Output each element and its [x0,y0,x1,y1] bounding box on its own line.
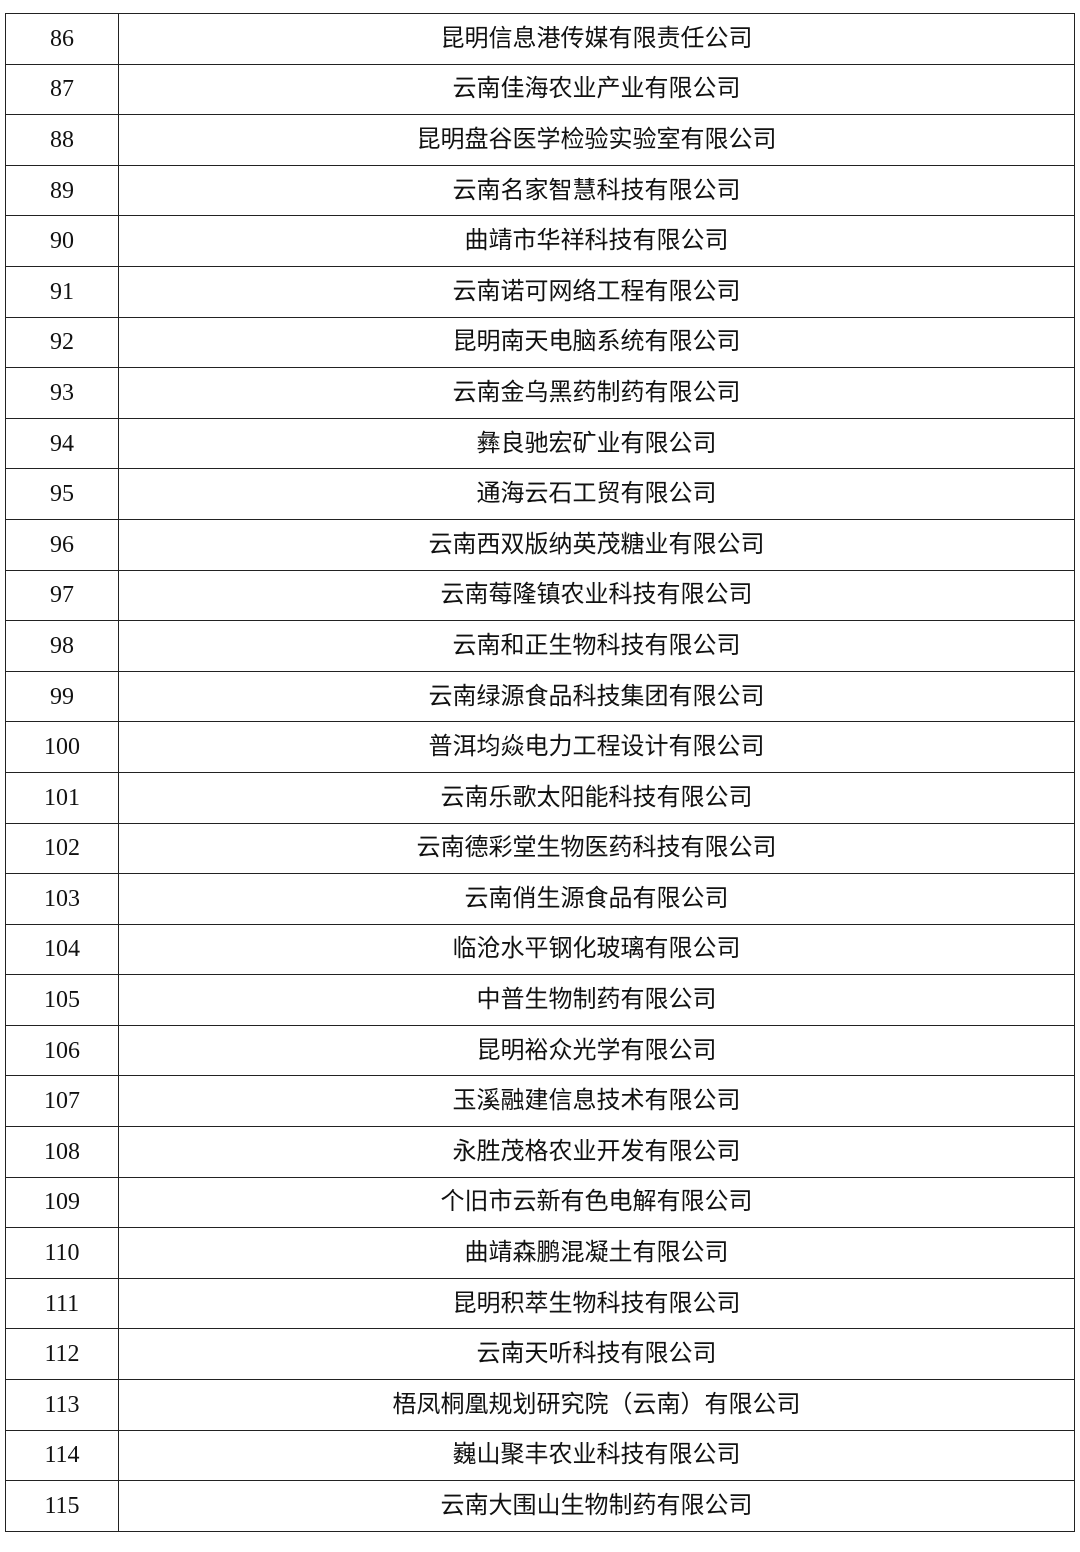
company-table: 86 昆明信息港传媒有限责任公司 87 云南佳海农业产业有限公司 88 昆明盘谷医学检验实… [5,13,1075,1532]
row-number: 106 [5,1024,119,1077]
company-name: 云南和正生物科技有限公司 [118,620,1075,672]
row-number: 86 [5,13,119,65]
row-number: 112 [5,1328,119,1381]
table-row: 111 昆明积萃生物科技有限公司 [5,1277,1075,1330]
row-number: 97 [5,569,119,622]
table-row: 93 云南金乌黑药制药有限公司 [5,367,1075,419]
table-row: 86 昆明信息港传媒有限责任公司 [5,13,1075,65]
company-name: 云南佳海农业产业有限公司 [118,63,1075,116]
table-row: 106 昆明裕众光学有限公司 [5,1024,1075,1077]
company-name: 云南天听科技有限公司 [118,1328,1075,1381]
company-name: 云南名家智慧科技有限公司 [118,164,1075,217]
company-name: 云南乐歌太阳能科技有限公司 [118,771,1075,824]
row-number: 103 [5,873,119,925]
row-number: 104 [5,923,119,976]
row-number: 109 [5,1176,119,1229]
row-number: 110 [5,1227,119,1279]
table-row: 109 个旧市云新有色电解有限公司 [5,1176,1075,1229]
table-row: 92 昆明南天电脑系统有限公司 [5,316,1075,369]
company-name: 云南西双版纳英茂糖业有限公司 [118,518,1075,571]
row-number: 93 [5,367,119,419]
table-row: 98 云南和正生物科技有限公司 [5,620,1075,672]
row-number: 89 [5,164,119,217]
company-name: 云南俏生源食品有限公司 [118,873,1075,925]
company-name: 云南德彩堂生物医药科技有限公司 [118,822,1075,875]
table-row: 99 云南绿源食品科技集团有限公司 [5,670,1075,723]
company-name: 梧凤桐凰规划研究院（云南）有限公司 [118,1379,1075,1431]
row-number: 107 [5,1075,119,1128]
company-name: 彝良驰宏矿业有限公司 [118,417,1075,470]
company-name: 云南金乌黑药制药有限公司 [118,367,1075,419]
row-number: 96 [5,518,119,571]
table-row: 110 曲靖森鹏混凝土有限公司 [5,1227,1075,1279]
company-name: 中普生物制药有限公司 [118,974,1075,1026]
company-name: 云南大围山生物制药有限公司 [118,1480,1075,1532]
table-row: 88 昆明盘谷医学检验实验室有限公司 [5,114,1075,166]
row-number: 90 [5,215,119,267]
table-row: 95 通海云石工贸有限公司 [5,468,1075,520]
table-row: 101 云南乐歌太阳能科技有限公司 [5,771,1075,824]
row-number: 108 [5,1126,119,1178]
company-name: 通海云石工贸有限公司 [118,468,1075,520]
row-number: 115 [5,1480,119,1532]
company-name: 曲靖市华祥科技有限公司 [118,215,1075,267]
company-name: 昆明盘谷医学检验实验室有限公司 [118,114,1075,166]
row-number: 101 [5,771,119,824]
company-name: 云南莓隆镇农业科技有限公司 [118,569,1075,622]
table-row: 96 云南西双版纳英茂糖业有限公司 [5,518,1075,571]
company-name: 昆明积萃生物科技有限公司 [118,1277,1075,1330]
table-row: 90 曲靖市华祥科技有限公司 [5,215,1075,267]
row-number: 105 [5,974,119,1026]
company-name: 昆明裕众光学有限公司 [118,1024,1075,1077]
company-name: 玉溪融建信息技术有限公司 [118,1075,1075,1128]
company-name: 永胜茂格农业开发有限公司 [118,1126,1075,1178]
table-row: 94 彝良驰宏矿业有限公司 [5,417,1075,470]
table-row: 103 云南俏生源食品有限公司 [5,873,1075,925]
row-number: 87 [5,63,119,116]
row-number: 91 [5,265,119,318]
table-row: 105 中普生物制药有限公司 [5,974,1075,1026]
row-number: 102 [5,822,119,875]
table-row: 87 云南佳海农业产业有限公司 [5,63,1075,116]
table-row: 102 云南德彩堂生物医药科技有限公司 [5,822,1075,875]
row-number: 100 [5,721,119,773]
table-row: 91 云南诺可网络工程有限公司 [5,265,1075,318]
company-name: 曲靖森鹏混凝土有限公司 [118,1227,1075,1279]
company-name: 普洱均焱电力工程设计有限公司 [118,721,1075,773]
table-row: 107 玉溪融建信息技术有限公司 [5,1075,1075,1128]
table-row: 114 巍山聚丰农业科技有限公司 [5,1429,1075,1482]
row-number: 92 [5,316,119,369]
company-name: 个旧市云新有色电解有限公司 [118,1176,1075,1229]
company-name: 云南诺可网络工程有限公司 [118,265,1075,318]
row-number: 88 [5,114,119,166]
table-row: 113 梧凤桐凰规划研究院（云南）有限公司 [5,1379,1075,1431]
table-row: 89 云南名家智慧科技有限公司 [5,164,1075,217]
row-number: 98 [5,620,119,672]
row-number: 99 [5,670,119,723]
row-number: 114 [5,1429,119,1482]
company-name: 昆明南天电脑系统有限公司 [118,316,1075,369]
table-row: 115 云南大围山生物制药有限公司 [5,1480,1075,1532]
table-row: 108 永胜茂格农业开发有限公司 [5,1126,1075,1178]
company-name: 巍山聚丰农业科技有限公司 [118,1429,1075,1482]
company-name: 临沧水平钢化玻璃有限公司 [118,923,1075,976]
row-number: 111 [5,1277,119,1330]
table-row: 112 云南天听科技有限公司 [5,1328,1075,1381]
table-row: 100 普洱均焱电力工程设计有限公司 [5,721,1075,773]
company-name: 昆明信息港传媒有限责任公司 [118,13,1075,65]
company-name: 云南绿源食品科技集团有限公司 [118,670,1075,723]
row-number: 113 [5,1379,119,1431]
table-row: 104 临沧水平钢化玻璃有限公司 [5,923,1075,976]
row-number: 95 [5,468,119,520]
table-row: 97 云南莓隆镇农业科技有限公司 [5,569,1075,622]
row-number: 94 [5,417,119,470]
